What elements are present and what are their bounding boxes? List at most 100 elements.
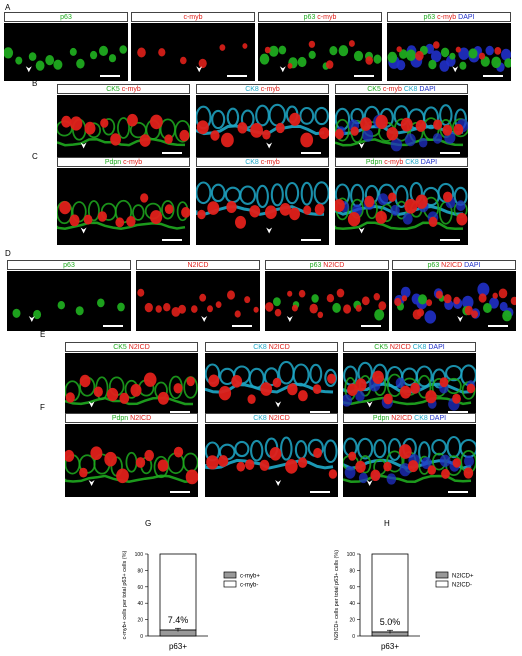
panel-letter-d: D (5, 249, 11, 258)
scale-bar (301, 152, 321, 154)
scale-bar (232, 325, 252, 327)
y-tick-label: 0 (352, 634, 355, 640)
stain-label: DAPI (418, 159, 438, 166)
legend-swatch-2 (223, 580, 237, 588)
stain-label: CK8 (410, 344, 427, 351)
arrowhead-icon (275, 401, 282, 408)
panel-f-header-2: CK8 N2ICD (205, 413, 338, 423)
category-label: p63+ (169, 642, 187, 651)
y-tick-label: 20 (137, 618, 143, 624)
arrowhead-icon (266, 142, 273, 149)
stain-label: N2ICD (266, 344, 290, 351)
stain-label: N2ICD (266, 415, 290, 422)
panel-d-header-4: p63 N2ICD DAPI (392, 260, 516, 270)
scale-bar (448, 491, 468, 493)
micrograph-a-2 (131, 23, 255, 81)
stain-label: CK5 (113, 344, 127, 351)
chart-g: 0 20 40 60 80 100 c-myb+ cells per total p63+ … (122, 551, 260, 651)
stain-label: c-myb (121, 159, 143, 166)
stain-label: p63 (309, 262, 322, 269)
stain-label: Pdpn (365, 159, 383, 166)
micrograph-c-3 (335, 168, 468, 245)
micrograph-e-3 (343, 353, 476, 417)
stain-label: p63 (427, 262, 440, 269)
stain-label: N2ICD (387, 344, 411, 351)
panel-b-header-3: CK5 c-myb CK8 DAPI (335, 84, 468, 94)
arrowhead-icon (452, 66, 459, 73)
stain-label: c-myb (119, 86, 141, 93)
arrowhead-icon (358, 142, 365, 149)
panel-letter-e: E (40, 330, 46, 339)
panel-letter-b: B (32, 79, 38, 88)
arrowhead-icon (286, 316, 293, 322)
y-tick-label: 60 (349, 585, 355, 591)
arrowhead-icon (25, 66, 32, 73)
stain-label: N2ICD (128, 415, 152, 422)
arrowhead-icon (80, 227, 87, 234)
panel-d-header-2: N2ICD (136, 260, 260, 270)
stain-label: CK8 (401, 86, 418, 93)
stain-label: c-myb (382, 159, 404, 166)
panel-letter-f: F (40, 403, 45, 412)
stain-label: DAPI (462, 262, 481, 269)
panel-b-header-1: CK5 c-myb (57, 84, 190, 94)
scale-bar (301, 239, 321, 241)
y-tick-label: 80 (137, 568, 143, 574)
stain-label: c-myb (435, 14, 457, 21)
stain-label: DAPI (456, 14, 475, 21)
stain-label: Pdpn (111, 415, 129, 422)
scale-bar (227, 75, 247, 77)
arrowhead-icon (266, 227, 273, 234)
legend-label-1: c-myb+ (240, 574, 260, 580)
arrowhead-icon (28, 316, 35, 322)
panel-a-header-3: p63 c-myb (258, 12, 382, 22)
scale-bar (488, 325, 508, 327)
stain-label: CK8 (245, 159, 259, 166)
stain-label: c-myb (258, 159, 280, 166)
panel-letter-g: G (145, 519, 152, 528)
arrowhead-icon (279, 66, 286, 73)
arrowhead-icon (80, 142, 87, 149)
y-tick-label: 100 (135, 552, 144, 558)
stain-label: CK8 (403, 159, 419, 166)
scale-bar (103, 325, 123, 327)
micrograph-a-4 (387, 23, 511, 81)
panel-c-header-3: Pdpn c-myb CK8 DAPI (335, 157, 468, 167)
y-tick-label: 80 (349, 568, 355, 574)
scale-bar (310, 411, 330, 413)
scale-bar (354, 75, 374, 77)
legend-label-1: N2ICD+ (452, 574, 474, 580)
arrowhead-icon (457, 316, 464, 322)
legend-label-2: c-myb- (240, 583, 258, 589)
stain-label: c-myb (258, 86, 280, 93)
micrograph-c-2 (196, 168, 329, 245)
panel-e-header-3: CK5 N2ICD CK8 DAPI (343, 342, 476, 352)
stain-label: DAPI (426, 344, 445, 351)
scale-bar (162, 239, 182, 241)
panel-e-header-1: CK5 N2ICD (65, 342, 198, 352)
stain-label: DAPI (427, 415, 447, 422)
stain-label: CK5 (374, 344, 388, 351)
panel-d-header-3: p63 N2ICD (265, 260, 389, 270)
panel-a-header-2: c-myb (131, 12, 255, 22)
micrograph-e-2 (205, 353, 338, 417)
legend-swatch-2 (435, 580, 449, 588)
y-tick-label: 60 (137, 585, 143, 591)
y-tick-label: 0 (140, 634, 143, 640)
scale-bar (361, 325, 381, 327)
scale-bar (170, 411, 190, 413)
panel-e-header-2: CK8 N2ICD (205, 342, 338, 352)
arrowhead-icon (275, 480, 282, 487)
stain-label: p63 (60, 14, 72, 21)
micrograph-d-4 (392, 271, 516, 331)
panel-letter-a: A (5, 3, 11, 12)
stain-label: DAPI (417, 86, 436, 93)
stain-label: CK5 (367, 86, 381, 93)
panel-f-header-3: Pdpn N2ICD CK8 DAPI (343, 413, 476, 423)
stain-label: N2ICD (389, 415, 413, 422)
panel-f-header-1: Pdpn N2ICD (65, 413, 198, 423)
stain-label: N2ICD (126, 344, 150, 351)
scale-bar (483, 75, 503, 77)
micrograph-c-1 (57, 168, 190, 245)
scale-bar (310, 491, 330, 493)
